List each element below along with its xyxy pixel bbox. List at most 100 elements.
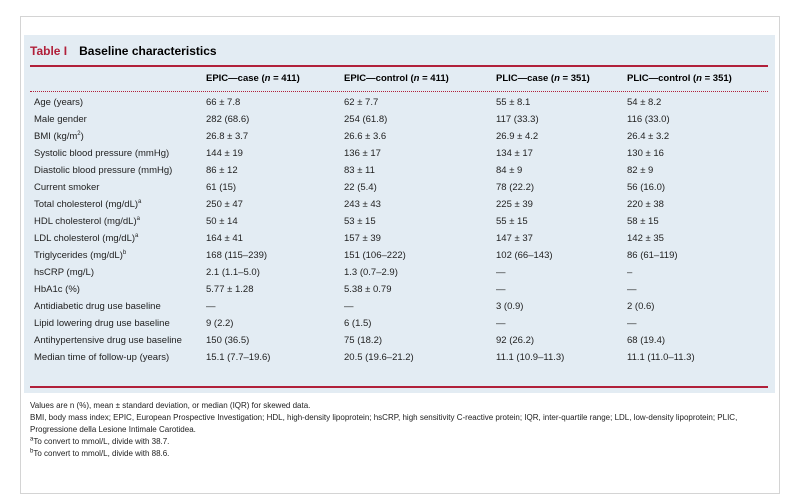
cell-value: 92 (26.2) — [496, 335, 535, 346]
cell-value: 147 ± 37 — [496, 233, 533, 244]
header-cell-epic-control: EPIC—control (n = 411) — [344, 73, 449, 84]
table-notes: Values are n (%), mean ± standard deviat… — [30, 400, 770, 460]
row-label: Antidiabetic drug use baseline — [34, 301, 161, 312]
cell-value: 116 (33.0) — [627, 114, 670, 125]
cell-value: — — [496, 284, 506, 295]
row-label: Lipid lowering drug use baseline — [34, 318, 170, 329]
cell-value: 58 ± 15 — [627, 216, 659, 227]
cell-value: 134 ± 17 — [496, 148, 533, 159]
cell-value: 11.1 (11.0–11.3) — [627, 352, 695, 363]
cell-value: 5.38 ± 0.79 — [344, 284, 392, 295]
cell-value: — — [206, 301, 216, 312]
cell-value: 168 (115–239) — [206, 250, 268, 261]
cell-value: 62 ± 7.7 — [344, 97, 379, 108]
cell-value: 15.1 (7.7–19.6) — [206, 352, 271, 363]
cell-value: 84 ± 9 — [496, 165, 523, 176]
cell-value: 78 (22.2) — [496, 182, 535, 193]
bottom-rule — [30, 386, 768, 388]
table-row: Median time of follow-up (years) 15.1 (7.… — [30, 349, 768, 366]
cell-value: 2 (0.6) — [627, 301, 655, 312]
cell-value: 282 (68.6) — [206, 114, 250, 125]
cell-value: 225 ± 39 — [496, 199, 533, 210]
cell-value: 117 (33.3) — [496, 114, 539, 125]
row-label: Total cholesterol (mg/dL)a — [34, 198, 142, 210]
cell-value: 54 ± 8.2 — [627, 97, 662, 108]
row-label: LDL cholesterol (mg/dL)a — [34, 232, 139, 244]
cell-value: 86 (61–119) — [627, 250, 678, 261]
row-label: hsCRP (mg/L) — [34, 267, 95, 278]
row-label: Median time of follow-up (years) — [34, 352, 170, 363]
cell-value: — — [627, 284, 637, 295]
cell-value: 243 ± 43 — [344, 199, 381, 210]
cell-value: 3 (0.9) — [496, 301, 524, 312]
cell-value: 142 ± 35 — [627, 233, 664, 244]
cell-value: 75 (18.2) — [344, 335, 383, 346]
note-a: aTo convert to mmol/L, divide with 38.7. — [30, 436, 170, 446]
cell-value: 68 (19.4) — [627, 335, 666, 346]
cell-value: 20.5 (19.6–21.2) — [344, 352, 414, 363]
cell-value: — — [496, 318, 506, 329]
cell-value: 50 ± 14 — [206, 216, 238, 227]
table-row: Triglycerides (mg/dL)b 168 (115–239) 151 (… — [30, 247, 768, 264]
cell-value: 144 ± 19 — [206, 148, 243, 159]
cell-value: 83 ± 11 — [344, 165, 375, 176]
table-row: hsCRP (mg/L) 2.1 (1.1–5.0) 1.3 (0.7–2.9) — – — [30, 264, 768, 281]
cell-value: 6 (1.5) — [344, 318, 372, 329]
row-label: Age (years) — [34, 97, 84, 108]
cell-value: 5.77 ± 1.28 — [206, 284, 254, 295]
cell-value: — — [344, 301, 354, 312]
table-row: Age (years) 66 ± 7.8 62 ± 7.7 55 ± 8.1 54 ± … — [30, 94, 768, 111]
table-row: Current smoker 61 (15) 22 (5.4) 78 (22.2) 56… — [30, 179, 768, 196]
baseline-table: EPIC—case (n = 411) EPIC—control (n = 41… — [30, 70, 768, 366]
table-row: Antidiabetic drug use baseline — — 3 (0.9) 2… — [30, 298, 768, 315]
row-label: BMI (kg/m2) — [34, 130, 84, 142]
cell-value: 26.4 ± 3.2 — [627, 131, 670, 142]
cell-value: 86 ± 12 — [206, 165, 238, 176]
table-row: Lipid lowering drug use baseline 9 (2.2) 6… — [30, 315, 768, 332]
cell-value: 82 ± 9 — [627, 165, 654, 176]
cell-value: — — [496, 267, 506, 278]
cell-value: 250 ± 47 — [206, 199, 243, 210]
cell-value: 130 ± 16 — [627, 148, 664, 159]
row-label: Current smoker — [34, 182, 100, 193]
cell-value: 1.3 (0.7–2.9) — [344, 267, 398, 278]
cell-value: 53 ± 15 — [344, 216, 376, 227]
note-abbreviations: BMI, body mass index; EPIC, European Pro… — [30, 413, 738, 434]
table-row: LDL cholesterol (mg/dL)a 164 ± 41 157 ± 39… — [30, 230, 768, 247]
header-cell — [30, 70, 202, 87]
row-label: Male gender — [34, 114, 87, 125]
cell-value: 2.1 (1.1–5.0) — [206, 267, 260, 278]
table-row: HbA1c (%) 5.77 ± 1.28 5.38 ± 0.79 — — — [30, 281, 768, 298]
note-b: bTo convert to mmol/L, divide with 88.6. — [30, 448, 170, 458]
cell-value: 151 (106–222) — [344, 250, 406, 261]
table-row: Diastolic blood pressure (mmHg) 86 ± 12 83… — [30, 162, 768, 179]
cell-value: 55 ± 15 — [496, 216, 528, 227]
cell-value: 164 ± 41 — [206, 233, 243, 244]
table-title: Table I Baseline characteristics — [30, 44, 217, 58]
table-header-row: EPIC—case (n = 411) EPIC—control (n = 41… — [30, 70, 768, 87]
top-rule — [30, 65, 768, 67]
note-values: Values are n (%), mean ± standard deviat… — [30, 401, 311, 410]
header-cell-plic-control: PLIC—control (n = 351) — [627, 73, 732, 84]
cell-value: 26.8 ± 3.7 — [206, 131, 249, 142]
header-cell-epic-case: EPIC—case (n = 411) — [206, 73, 300, 84]
row-label: HbA1c (%) — [34, 284, 80, 295]
cell-value: 9 (2.2) — [206, 318, 234, 329]
cell-value: 26.6 ± 3.6 — [344, 131, 387, 142]
table-caption: Baseline characteristics — [79, 44, 217, 58]
cell-value: 136 ± 17 — [344, 148, 381, 159]
row-label: Triglycerides (mg/dL)b — [34, 249, 127, 261]
cell-value: 150 (36.5) — [206, 335, 250, 346]
cell-value: 11.1 (10.9–11.3) — [496, 352, 565, 363]
row-label: Diastolic blood pressure (mmHg) — [34, 165, 173, 176]
table-panel — [24, 35, 775, 393]
table-row: HDL cholesterol (mg/dL)a 50 ± 14 53 ± 15 55… — [30, 213, 768, 230]
row-label: Antihypertensive drug use baseline — [34, 335, 182, 346]
header-cell-plic-case: PLIC—case (n = 351) — [496, 73, 590, 84]
cell-value: — — [627, 318, 637, 329]
cell-value: 102 (66–143) — [496, 250, 553, 261]
cell-value: – — [627, 267, 633, 278]
cell-value: 157 ± 39 — [344, 233, 381, 244]
cell-value: 66 ± 7.8 — [206, 97, 241, 108]
cell-value: 61 (15) — [206, 182, 237, 193]
